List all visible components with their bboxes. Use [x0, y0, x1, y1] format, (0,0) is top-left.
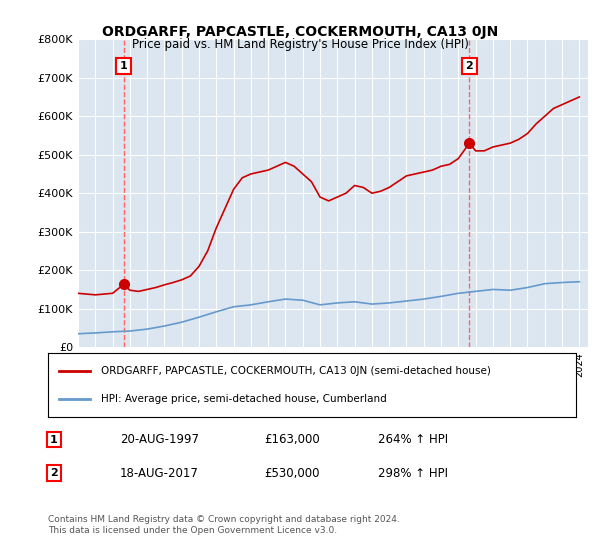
Text: 2: 2: [50, 468, 58, 478]
Text: 2: 2: [466, 61, 473, 71]
Text: 18-AUG-2017: 18-AUG-2017: [120, 466, 199, 480]
Text: 264% ↑ HPI: 264% ↑ HPI: [378, 433, 448, 446]
Text: ORDGARFF, PAPCASTLE, COCKERMOUTH, CA13 0JN (semi-detached house): ORDGARFF, PAPCASTLE, COCKERMOUTH, CA13 0…: [101, 366, 491, 376]
Text: ORDGARFF, PAPCASTLE, COCKERMOUTH, CA13 0JN: ORDGARFF, PAPCASTLE, COCKERMOUTH, CA13 0…: [102, 25, 498, 39]
Text: £530,000: £530,000: [264, 466, 320, 480]
Text: 298% ↑ HPI: 298% ↑ HPI: [378, 466, 448, 480]
Text: Contains HM Land Registry data © Crown copyright and database right 2024.
This d: Contains HM Land Registry data © Crown c…: [48, 515, 400, 535]
Text: Price paid vs. HM Land Registry's House Price Index (HPI): Price paid vs. HM Land Registry's House …: [131, 38, 469, 51]
Text: 1: 1: [120, 61, 128, 71]
Text: 1: 1: [50, 435, 58, 445]
Text: HPI: Average price, semi-detached house, Cumberland: HPI: Average price, semi-detached house,…: [101, 394, 386, 404]
Text: £163,000: £163,000: [264, 433, 320, 446]
Text: 20-AUG-1997: 20-AUG-1997: [120, 433, 199, 446]
